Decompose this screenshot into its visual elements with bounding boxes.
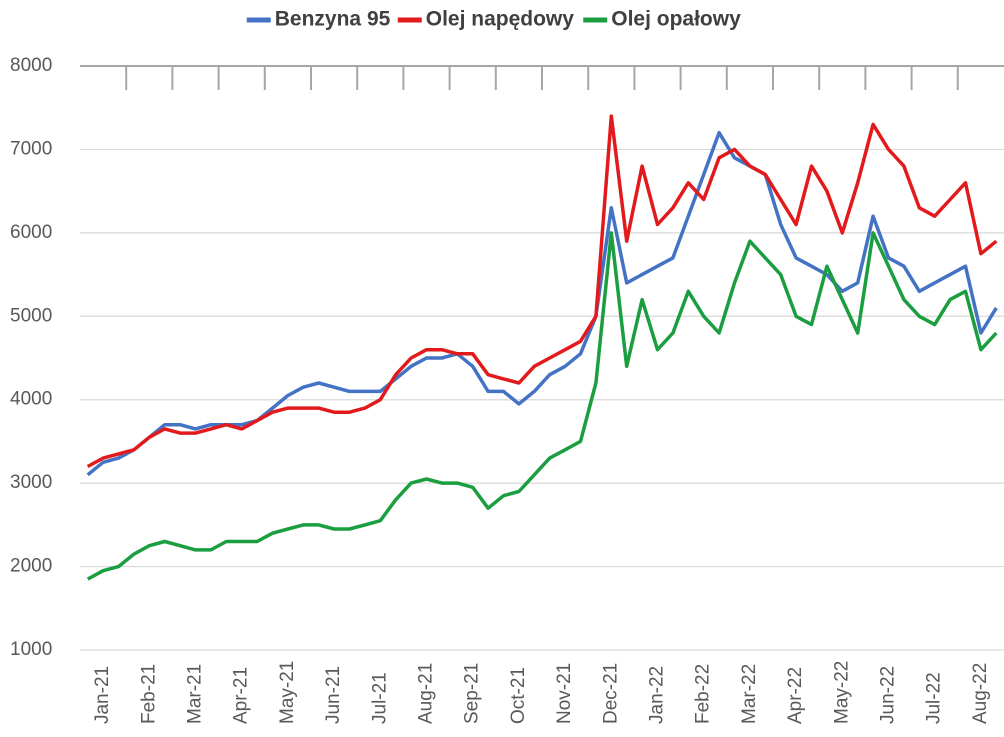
x-tick-label: Jun-22 [878,666,899,724]
x-tick-label: Mar-21 [185,664,206,724]
x-tick-label: May-21 [277,661,298,724]
x-tick-label: Jul-22 [924,672,945,724]
y-tick-label: 2000 [10,556,52,577]
x-tick-label: Jul-21 [369,672,390,724]
legend-label: Olej opałowy [611,8,741,31]
x-tick-label: Dec-21 [600,663,621,724]
x-tick-label: Mar-22 [739,664,760,724]
y-tick-label: 3000 [10,472,52,493]
x-tick-label: Oct-21 [508,667,529,724]
x-tick-label: Sep-21 [462,663,483,724]
series-line [86,231,998,581]
legend-label: Olej napędowy [426,8,575,31]
y-tick-label: 5000 [10,305,52,326]
legend-label: Benzyna 95 [275,8,391,31]
x-tick-label: Feb-21 [138,664,159,724]
x-tick-label: Aug-22 [970,663,991,724]
x-tick-label: Jan-21 [92,666,113,724]
y-tick-label: 6000 [10,222,52,243]
x-tick-label: Apr-22 [785,667,806,724]
x-tick-label: Jan-22 [647,666,668,724]
series-line [86,114,998,469]
x-tick-label: Aug-21 [416,663,437,724]
x-tick-label: Feb-22 [693,664,714,724]
y-tick-label: 8000 [10,55,52,76]
x-tick-label: May-22 [831,661,852,724]
series-line [86,130,998,477]
x-tick-label: Jun-21 [323,666,344,724]
y-tick-label: 1000 [10,639,52,660]
x-tick-label: Nov-21 [554,663,575,724]
y-tick-label: 7000 [10,138,52,159]
y-tick-label: 4000 [10,389,52,410]
x-tick-label: Apr-21 [231,667,252,724]
